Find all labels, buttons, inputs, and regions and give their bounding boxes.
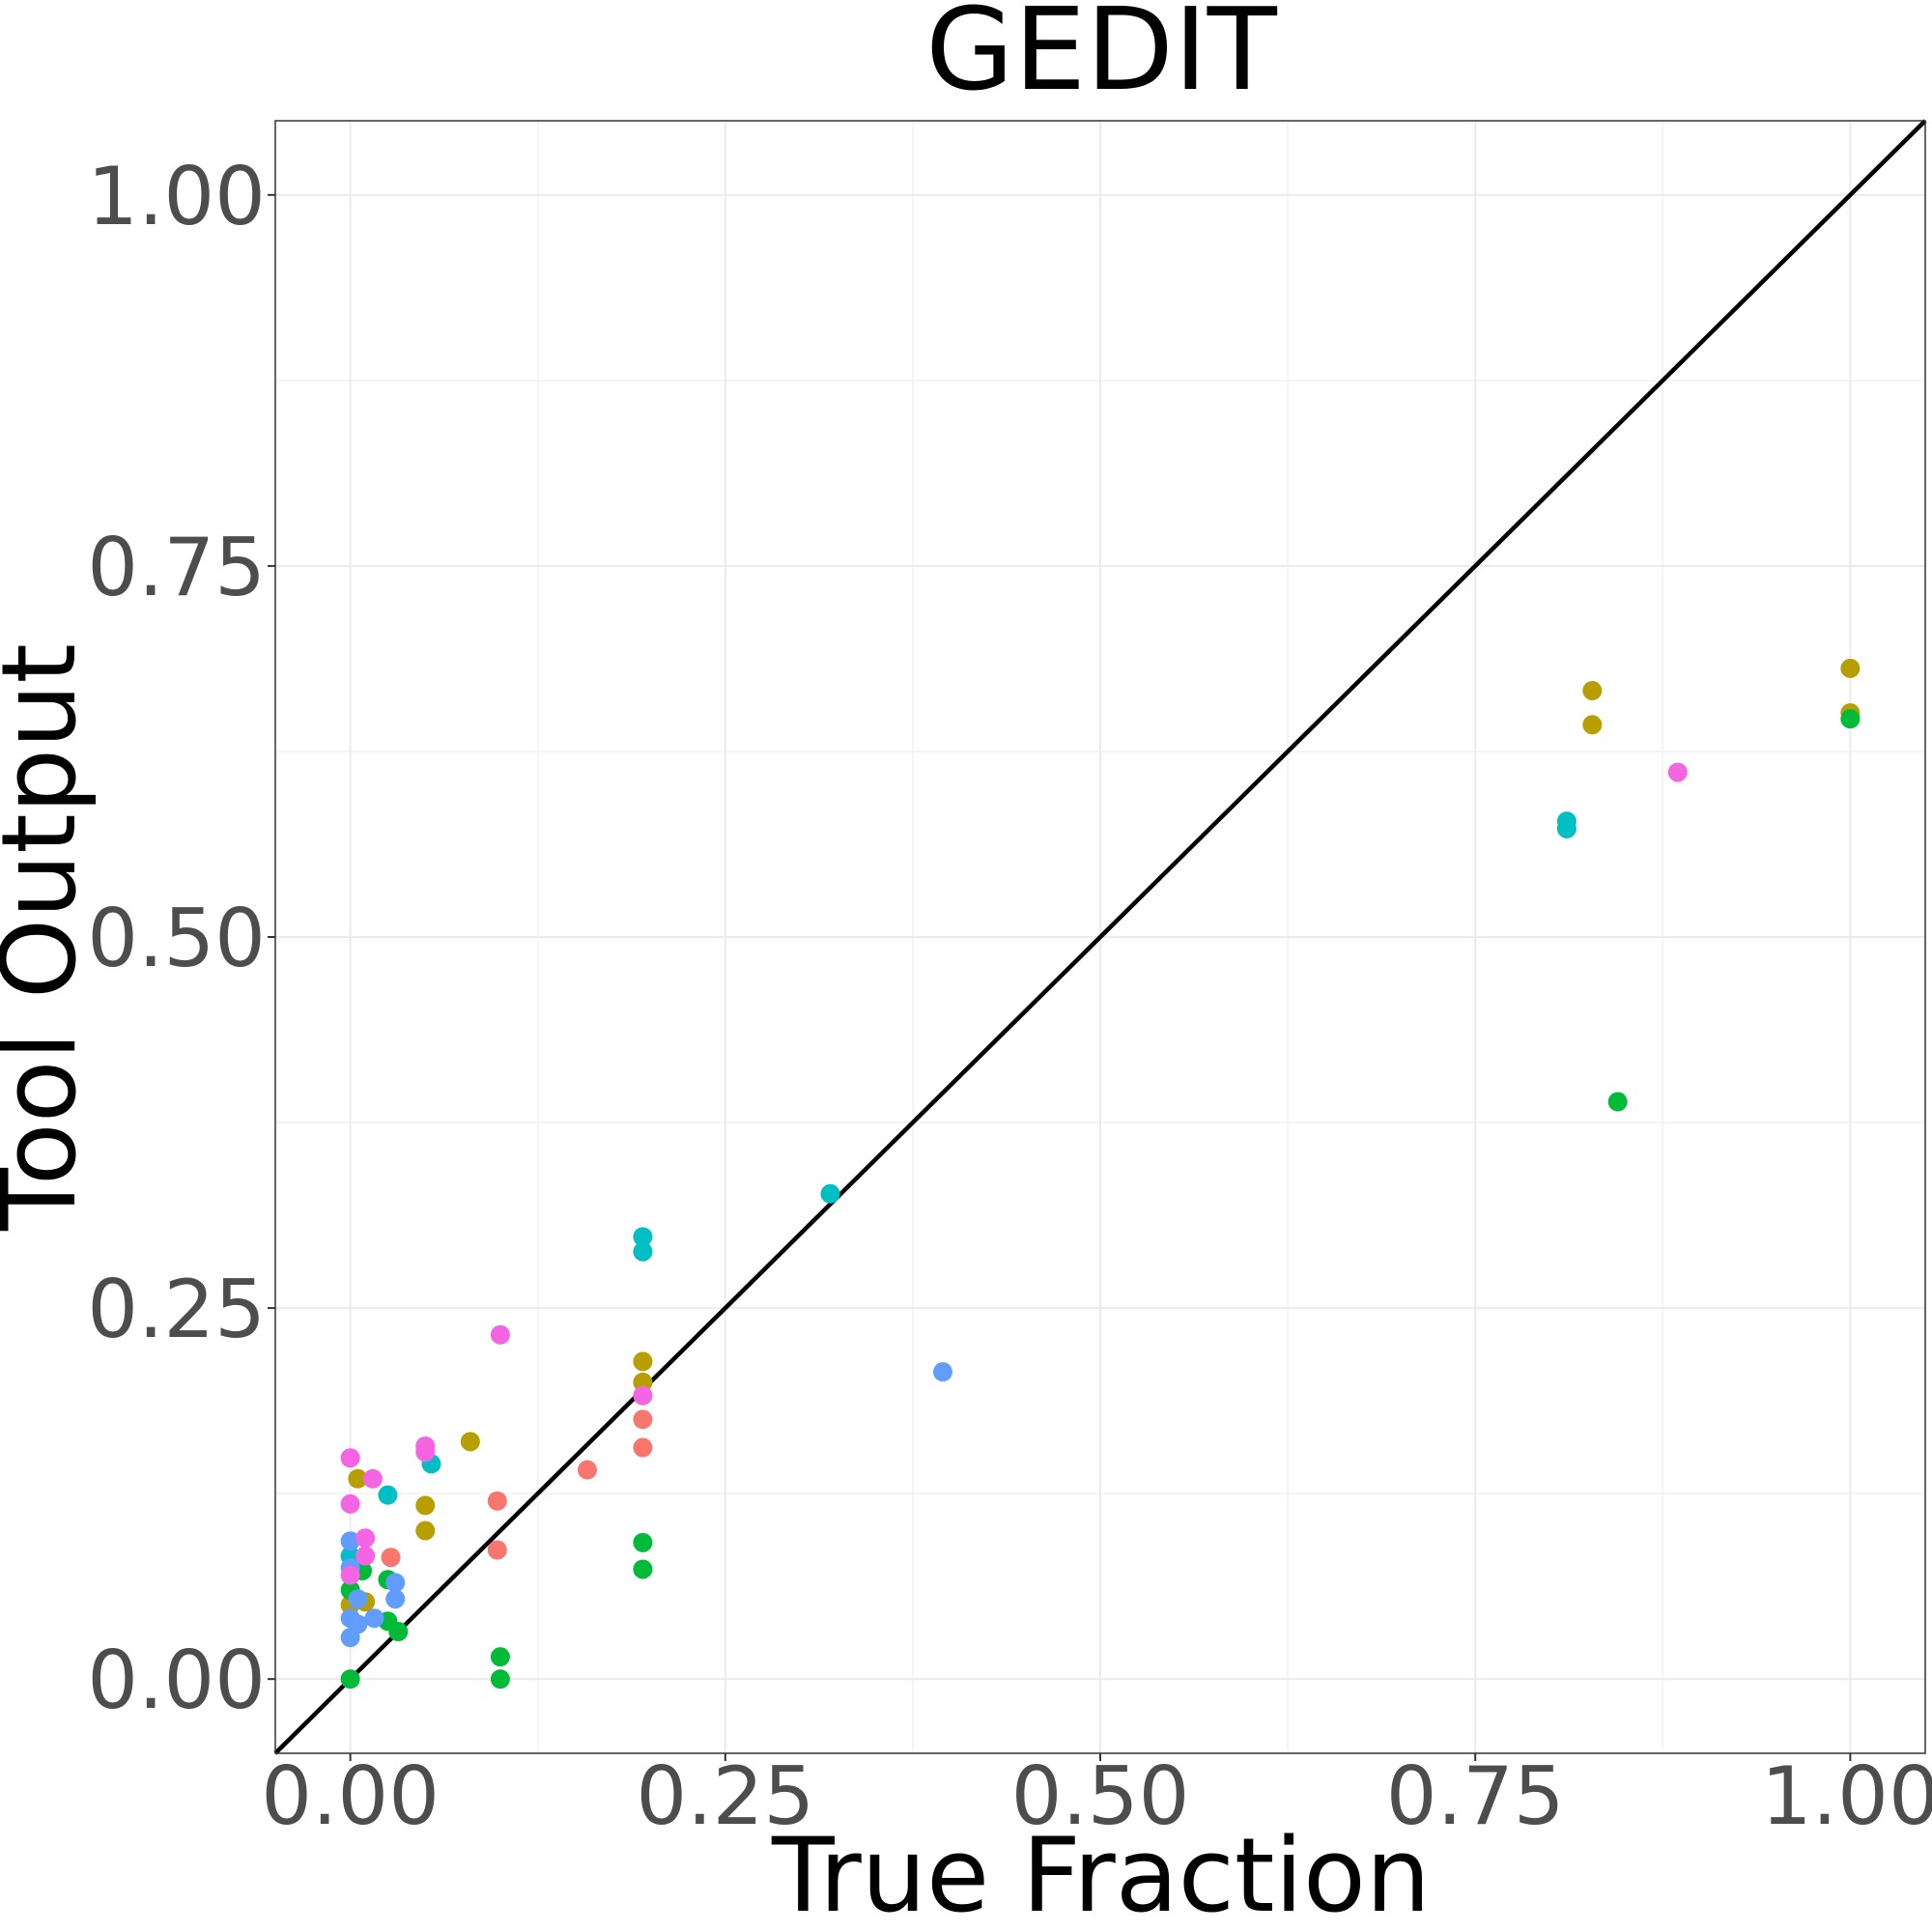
data-point — [385, 1589, 406, 1609]
data-point — [340, 1565, 360, 1585]
data-point — [385, 1573, 406, 1593]
y-tick-label: 0.00 — [87, 1634, 266, 1727]
data-point — [415, 1495, 436, 1516]
data-point — [340, 1669, 360, 1690]
data-point — [633, 1409, 653, 1430]
data-point — [348, 1614, 368, 1634]
data-point — [633, 1559, 653, 1579]
data-point — [348, 1468, 368, 1489]
data-point — [355, 1528, 376, 1548]
y-tick-label: 1.00 — [87, 150, 266, 243]
identity-line — [273, 119, 1927, 1755]
data-point — [1556, 818, 1577, 838]
y-axis-ticks: 0.00 0.25 0.50 0.75 1.00 — [87, 150, 275, 1727]
x-axis-label: True Fraction — [771, 1816, 1431, 1932]
y-tick-label: 0.25 — [87, 1263, 266, 1356]
data-point — [633, 1227, 653, 1247]
data-point — [820, 1183, 840, 1204]
x-tick-label: 1.00 — [1761, 1749, 1932, 1843]
data-point — [1607, 1092, 1628, 1112]
data-point — [415, 1442, 436, 1463]
data-point — [932, 1362, 952, 1382]
data-point — [633, 1437, 653, 1458]
data-point — [362, 1468, 383, 1489]
data-point — [633, 1385, 653, 1406]
data-point — [340, 1448, 360, 1468]
data-point — [460, 1432, 480, 1452]
data-point — [487, 1491, 507, 1511]
data-point — [415, 1520, 436, 1541]
data-point — [378, 1485, 398, 1505]
data-point — [340, 1531, 360, 1551]
data-point — [490, 1647, 510, 1667]
data-point — [388, 1622, 409, 1642]
data-point — [1582, 680, 1603, 700]
data-point — [364, 1608, 384, 1629]
x-tick-label: 0.00 — [261, 1749, 440, 1843]
y-tick-label: 0.50 — [87, 892, 266, 985]
data-point — [381, 1548, 401, 1568]
data-points — [340, 658, 1861, 1690]
data-point — [1840, 709, 1861, 729]
x-tick-label: 0.25 — [636, 1749, 814, 1843]
data-point — [348, 1589, 368, 1609]
data-point — [340, 1493, 360, 1514]
data-point — [487, 1540, 507, 1560]
x-axis-ticks: 0.00 0.25 0.50 0.75 1.00 — [261, 1749, 1932, 1843]
x-tick-label: 0.75 — [1386, 1749, 1565, 1843]
y-axis-label: Tool Output — [0, 643, 99, 1232]
chart-title: GEDIT — [925, 0, 1278, 116]
data-point — [1840, 658, 1861, 678]
data-point — [633, 1532, 653, 1552]
data-point — [633, 1241, 653, 1262]
data-point — [1667, 762, 1688, 782]
data-point — [577, 1460, 597, 1480]
reference-line-group — [273, 119, 1927, 1755]
x-tick-label: 0.50 — [1011, 1749, 1190, 1843]
data-point — [355, 1546, 376, 1566]
data-point — [633, 1351, 653, 1372]
data-point — [490, 1669, 510, 1690]
y-tick-label: 0.75 — [87, 521, 266, 614]
data-point — [1582, 715, 1603, 735]
data-point — [633, 1372, 653, 1392]
data-point — [490, 1324, 510, 1345]
